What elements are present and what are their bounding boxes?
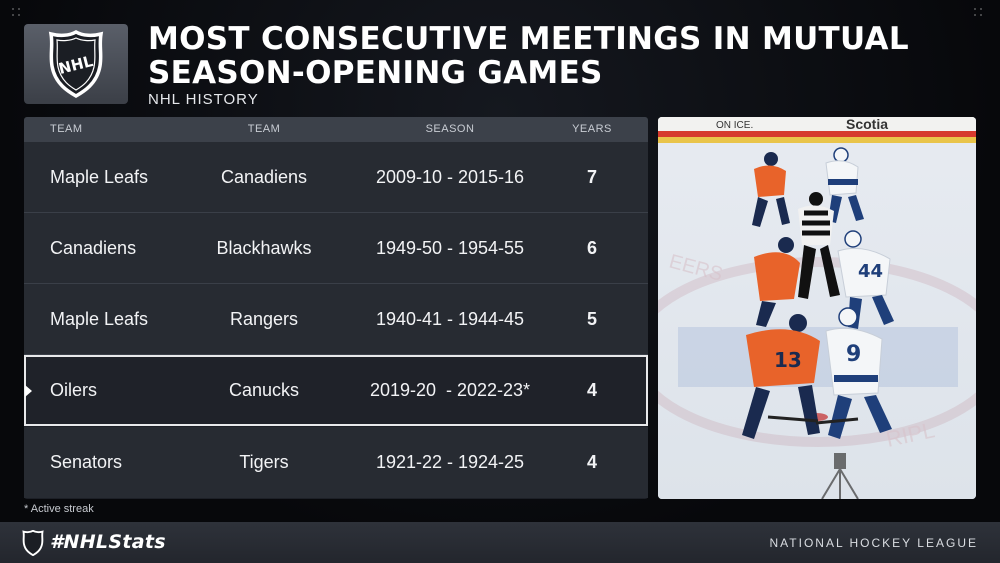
- cell-season: 1921-22 - 1924-25: [375, 452, 525, 472]
- page-subtitle: NHL HISTORY: [148, 91, 259, 108]
- jersey-number: 9: [846, 342, 861, 367]
- hashtag-label: #NHLStats: [50, 531, 166, 553]
- player-oilers-13: 13: [742, 314, 820, 439]
- cell-team1: Maple Leafs: [50, 166, 149, 187]
- title-line-2: SEASON-OPENING GAMES: [148, 55, 603, 91]
- jersey-number: 44: [858, 261, 883, 282]
- table-row: Senators Tigers 1921-22 - 1924-25 4: [24, 427, 648, 498]
- cell-years: 7: [586, 166, 597, 187]
- cell-team2: Blackhawks: [216, 237, 312, 258]
- corner-dots-decoration: [12, 8, 26, 18]
- table-row-highlighted: Oilers Canucks 2019-20 - 2022-23* 4: [24, 355, 648, 426]
- cell-team1: Canadiens: [50, 237, 137, 258]
- cell-team2: Canadiens: [220, 166, 308, 187]
- column-header-team1: TEAM: [50, 123, 83, 135]
- title-line-1: MOST CONSECUTIVE MEETINGS IN MUTUAL: [148, 21, 909, 57]
- active-row-marker-icon: [25, 384, 32, 397]
- nhl-shield-small-icon: [22, 530, 44, 556]
- page-title: MOST CONSECUTIVE MEETINGS IN MUTUAL SEAS…: [148, 21, 909, 91]
- cell-years: 4: [586, 380, 597, 400]
- referee: [798, 192, 840, 299]
- cell-years: 4: [586, 452, 597, 472]
- table-row: Maple Leafs Canadiens 2009-10 - 2015-16 …: [24, 142, 648, 213]
- cell-team2: Tigers: [239, 452, 289, 472]
- player-oilers-middle: [754, 237, 800, 327]
- logo-panel: NHL: [24, 24, 128, 104]
- footer-bar: #NHLStats NATIONAL HOCKEY LEAGUE: [0, 522, 1000, 563]
- cell-team2: Canucks: [228, 380, 300, 400]
- table-row: Canadiens Blackhawks 1949-50 - 1954-55 6: [24, 213, 648, 284]
- cell-season: 1940-41 - 1944-45: [375, 308, 525, 329]
- league-name: NATIONAL HOCKEY LEAGUE: [769, 536, 978, 550]
- player-oilers-back: [752, 152, 790, 227]
- nhl-shield-logo: NHL: [48, 30, 104, 98]
- table-header: TEAM TEAM SEASON YEARS: [24, 117, 648, 142]
- cell-team2: Rangers: [229, 308, 299, 329]
- jersey-number: 13: [774, 348, 802, 372]
- player-canucks-back: [825, 147, 864, 223]
- camera-tripod: [821, 453, 859, 499]
- table-row: Maple Leafs Rangers 1940-41 - 1944-45 5: [24, 284, 648, 355]
- cell-team1: Oilers: [50, 380, 98, 400]
- cell-season: 2019-20 - 2022-23*: [369, 380, 531, 400]
- player-canucks-44: 44: [837, 230, 894, 329]
- cell-season: 2009-10 - 2015-16: [375, 166, 525, 187]
- column-header-season: SEASON: [425, 123, 475, 135]
- faceoff-illustration: ON ICE. Scotia EERS RIPL: [658, 117, 976, 499]
- footnote: * Active streak: [24, 503, 94, 515]
- cell-season: 1949-50 - 1954-55: [375, 237, 525, 258]
- cell-years: 5: [586, 308, 597, 329]
- faceoff-photo: ON ICE. Scotia EERS RIPL: [658, 117, 976, 499]
- board-ad-text: ON ICE.: [716, 120, 753, 131]
- column-header-team2: TEAM: [247, 123, 281, 135]
- player-canucks-9: 9: [825, 307, 892, 439]
- cell-team1: Maple Leafs: [50, 308, 149, 329]
- column-header-years: YEARS: [572, 123, 612, 135]
- cell-years: 6: [586, 237, 597, 258]
- corner-dots-decoration: [974, 8, 988, 18]
- board-ad-text: Scotia: [846, 117, 888, 132]
- cell-team1: Senators: [50, 452, 123, 472]
- stats-table: TEAM TEAM SEASON YEARS Maple Leafs Canad…: [24, 117, 648, 499]
